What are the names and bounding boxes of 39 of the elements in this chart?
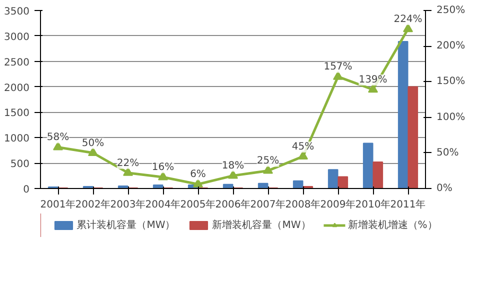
y-tick-label: 1500 bbox=[4, 108, 30, 120]
x-tick-label: 2002年 bbox=[75, 198, 111, 210]
data-label: 16% bbox=[152, 162, 174, 174]
data-label: 58% bbox=[46, 132, 70, 144]
data-label: 25% bbox=[256, 156, 280, 167]
x-tick-label: 2003年 bbox=[110, 198, 146, 210]
data-label: 45% bbox=[292, 141, 314, 152]
y2-tick-label: 200% bbox=[436, 40, 466, 52]
y-tick-label: 2500 bbox=[4, 57, 30, 68]
legend-label: 累计装机容量（MW） bbox=[76, 218, 176, 232]
data-label: 6% bbox=[190, 169, 206, 180]
x-tick-label: 2007年 bbox=[250, 198, 286, 210]
x-tick-label: 2009年 bbox=[320, 198, 356, 210]
data-label: 18% bbox=[222, 160, 244, 172]
legend-label: 新增装机增速（%） bbox=[348, 218, 438, 232]
y2-tick-label: 0% bbox=[436, 183, 452, 194]
y2-tick-label: 250% bbox=[436, 5, 466, 16]
x-tick-label: 2005年 bbox=[180, 198, 216, 210]
y-tick-label: 2000 bbox=[4, 82, 30, 94]
x-tick-label: 2010年 bbox=[355, 198, 391, 210]
x-tick-label: 2008年 bbox=[285, 198, 321, 210]
y-tick-label: 3000 bbox=[4, 32, 30, 43]
y-tick-label: 3500 bbox=[4, 6, 30, 18]
legend-label: 新增装机容量（MW） bbox=[212, 218, 311, 232]
x-tick-label: 2011年 bbox=[390, 198, 426, 210]
data-label: 22% bbox=[116, 158, 140, 169]
y-tick-label: 500 bbox=[10, 159, 30, 170]
x-tick-label: 2006年 bbox=[215, 198, 251, 210]
x-tick-label: 2001年 bbox=[40, 198, 76, 210]
y2-tick-label: 50% bbox=[436, 147, 459, 158]
data-label: 224% bbox=[394, 14, 422, 26]
y-tick-label: 1000 bbox=[4, 134, 30, 145]
data-label: 50% bbox=[82, 138, 104, 149]
y2-tick-label: 150% bbox=[436, 76, 466, 88]
data-label: 157% bbox=[324, 62, 352, 73]
data-label: 139% bbox=[358, 74, 388, 86]
y2-tick-label: 100% bbox=[436, 112, 466, 123]
x-tick-label: 2004年 bbox=[145, 198, 181, 210]
y-tick-label: 0 bbox=[23, 184, 30, 196]
